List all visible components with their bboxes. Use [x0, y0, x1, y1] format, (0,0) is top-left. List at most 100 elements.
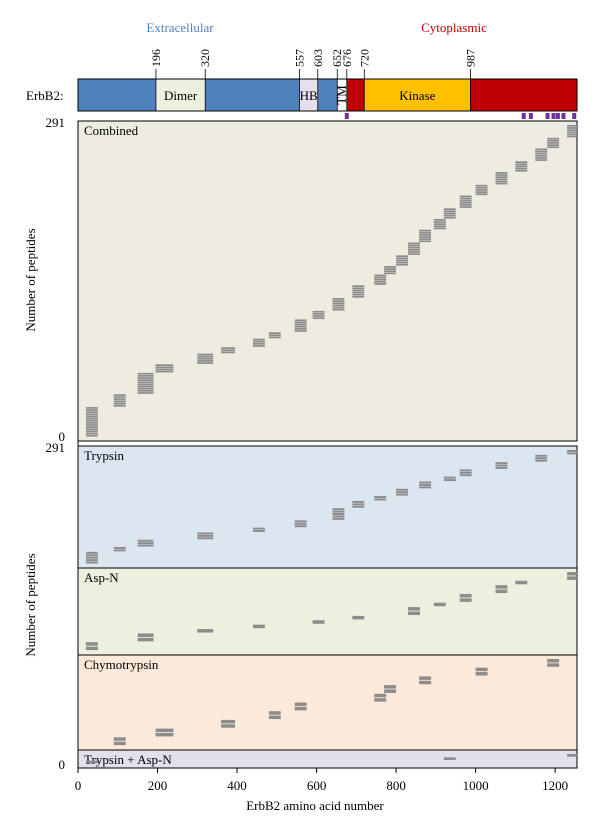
peptide-bar [332, 513, 345, 516]
peptide-bar [294, 706, 307, 711]
peptide-bar [374, 281, 387, 283]
peptide-bar [374, 693, 387, 698]
panel-background [77, 567, 578, 656]
panel-label: Trypsin [84, 448, 124, 463]
panel-label: Chymotrypsin [84, 657, 159, 672]
peptide-bar [459, 598, 472, 602]
site-markers [344, 113, 577, 119]
peptide-bar [396, 488, 409, 491]
peptide-bar [547, 663, 560, 667]
peptide-bar [85, 434, 98, 437]
peptide-bar [85, 415, 98, 418]
peptide-bar [495, 178, 508, 181]
peptide-bar [547, 137, 560, 140]
peptide-bar [495, 182, 508, 185]
peptide-bar [419, 483, 432, 486]
peptide-bar [352, 615, 365, 620]
boundary-label-196: 196 [149, 49, 163, 67]
domain-map-border [77, 78, 578, 112]
peptide-bar [495, 466, 508, 469]
peptide-bar [312, 317, 325, 320]
peptide-bar [495, 585, 508, 589]
peptide-bar [137, 637, 154, 642]
domain-segment-2 [205, 79, 300, 111]
peptide-bar [155, 728, 174, 733]
peptide-bar [384, 268, 397, 270]
peptide-bar [352, 291, 365, 294]
peptide-bar [113, 396, 126, 399]
panel-trypsin: Trypsin [77, 445, 578, 569]
peptide-bar [137, 383, 154, 386]
peptide-bar [352, 293, 365, 296]
peptide-bar [137, 385, 154, 388]
peptide-bar [197, 537, 214, 540]
peptide-bar [515, 167, 528, 170]
peptide-bar [197, 362, 214, 364]
y-axis-label-digests: Number of peptides [23, 553, 38, 656]
x-axis-label: ErbB2 amino acid number [246, 798, 384, 813]
peptide-bar [374, 276, 387, 279]
peptide-bar [155, 368, 174, 371]
peptide-bar [113, 394, 126, 396]
peptide-bar [113, 404, 126, 407]
peptide-bar [312, 310, 325, 313]
peptide-bar [567, 450, 577, 452]
peptide-bar [137, 381, 154, 384]
peptide-bar [268, 715, 281, 720]
peptide-bar [408, 607, 420, 611]
peptide-bar [85, 642, 98, 646]
peptide-bar [113, 402, 126, 405]
y-tick-label-top-digests: 291 [46, 440, 66, 455]
peptide-bar [252, 338, 265, 341]
peptide-bar [459, 206, 472, 208]
boundary-label-652: 652 [330, 49, 344, 67]
x-tick-label-0: 0 [75, 778, 82, 793]
peptide-bar [475, 672, 488, 676]
peptide-bar [535, 154, 548, 157]
peptide-bar [443, 214, 456, 217]
peptide-bar [294, 330, 307, 332]
peptide-bar [221, 351, 236, 354]
domain-segment-0 [78, 79, 156, 111]
x-tick-label-400: 400 [227, 778, 247, 793]
peptide-bar [433, 223, 446, 226]
peptide-bar [137, 542, 154, 545]
site-marker-6 [561, 113, 566, 119]
peptide-bar [137, 633, 154, 637]
peptide-bar [137, 392, 154, 394]
peptide-bar [408, 246, 420, 249]
peptide-bar [252, 530, 265, 532]
x-tick-label-600: 600 [307, 778, 327, 793]
panel-label: Trypsin + Asp-N [84, 752, 172, 767]
panels: Combined Trypsin Asp-N Chymotrypsin Trypsin … [77, 120, 578, 769]
peptide-bar [495, 589, 508, 594]
domain-segment-5 [337, 79, 347, 111]
peptide-bar [459, 593, 472, 598]
peptide-bar [294, 702, 307, 706]
peptide-bar [137, 544, 154, 547]
peptide-bar [85, 428, 98, 431]
peptide-bar [85, 411, 98, 414]
peptide-bar [567, 125, 577, 127]
site-marker-5 [555, 113, 560, 119]
peptide-bar [567, 452, 577, 455]
peptide-bar [294, 321, 307, 324]
peptide-bar [352, 285, 365, 287]
peptide-bar [352, 287, 365, 290]
peptide-bar [155, 364, 174, 367]
peptide-bar [419, 676, 432, 680]
peptide-bar [547, 139, 560, 142]
peptide-bar [137, 375, 154, 377]
peptide-bar [252, 345, 265, 347]
peptide-bar [419, 236, 432, 238]
panel-chymotrypsin: Chymotrypsin [77, 654, 578, 751]
peptide-bar [419, 233, 432, 236]
peptide-bar [137, 377, 154, 379]
peptide-bar [408, 244, 420, 247]
peptide-bar [197, 532, 214, 535]
peptide-bar [384, 272, 397, 275]
peptide-bar [197, 355, 214, 358]
peptide-bar [475, 189, 488, 191]
peptide-bar [85, 556, 98, 559]
peptide-bar [374, 274, 387, 277]
